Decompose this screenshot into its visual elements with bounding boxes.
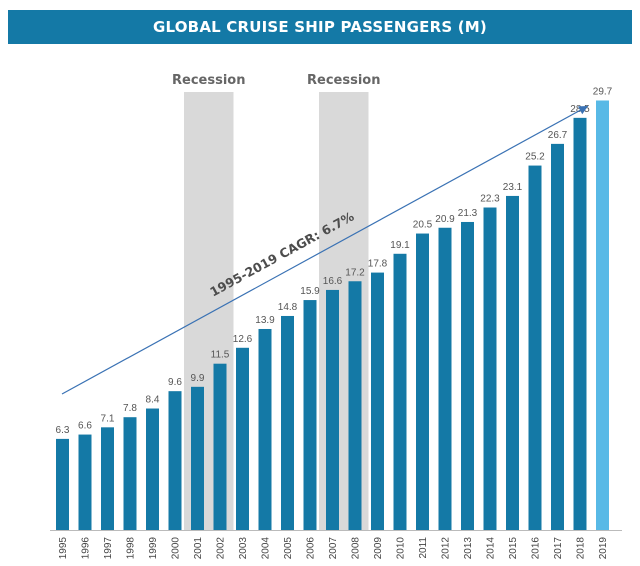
x-tick-label: 2015 [508,537,519,560]
bar [438,227,452,530]
x-tick-label: 2019 [598,537,609,560]
bar [168,391,182,530]
bar [348,281,362,530]
x-tick-label: 2013 [463,537,474,560]
x-tick-label: 2005 [283,537,294,560]
x-tick-label: 2007 [328,537,339,560]
x-tick-label: 2014 [486,537,497,560]
trend-arrow-head [577,106,588,115]
bar [191,386,204,530]
data-label: 14.8 [278,302,298,313]
data-label: 16.6 [323,276,343,287]
data-label: 13.9 [255,315,275,326]
data-label: 19.1 [390,240,410,251]
x-tick-label: 2010 [396,537,407,560]
recession-label: Recession [172,73,245,88]
data-label: 6.3 [56,425,70,436]
chart-title-bar: GLOBAL CRUISE SHIP PASSENGERS (M) [8,10,632,44]
x-tick-label: 1997 [103,537,114,560]
data-label: 22.3 [480,194,500,205]
x-tick-label: 2017 [553,537,564,560]
bar [213,363,227,530]
bar [596,100,609,530]
bar [416,233,429,531]
data-label: 21.3 [458,208,478,219]
data-label: 12.6 [233,334,253,345]
data-label: 25.2 [525,152,545,163]
data-label: 11.5 [211,350,230,361]
trend-arrow-line [61,105,589,395]
bar [78,434,92,530]
bar [258,328,272,530]
bar [528,165,542,531]
data-label: 15.9 [300,286,320,297]
x-tick-label: 2016 [531,537,542,560]
bar [146,408,159,530]
bar [123,417,137,530]
x-tick-label: 2006 [306,537,317,560]
data-label: 7.1 [101,413,115,424]
x-tick-label: 1998 [126,537,137,560]
x-tick-label: 2002 [216,537,227,560]
bar [483,207,497,530]
data-label: 20.5 [413,220,433,231]
recession-label: Recession [307,73,380,88]
x-tick-label: 2003 [238,537,249,560]
data-label: 20.9 [435,214,455,225]
x-tick-label: 2000 [171,537,182,560]
bar [551,143,564,530]
bar [303,300,317,530]
data-label: 23.1 [503,182,523,193]
x-tick-label: 1999 [148,537,159,560]
x-tick-label: 2009 [373,537,384,560]
x-tick-label: 2004 [261,537,272,560]
bar-series [56,100,609,531]
data-labels: 6.3 6.6 7.1 7.8 8.4 9.6 9.9 11.512.613.914.815.… [56,86,613,435]
data-label: 17.8 [368,259,388,270]
data-label: 7.8 [123,403,137,414]
data-label: 9.9 [191,373,205,384]
bar [326,289,339,530]
x-tick-label: 2008 [351,537,362,560]
bar [101,427,114,530]
x-tick-label: 1996 [81,537,92,560]
data-label: 29.7 [593,86,613,97]
bar [393,253,407,531]
bar [371,272,384,530]
data-label: 8.4 [146,395,160,406]
bar [506,195,519,530]
bar [56,438,69,530]
bar [281,315,294,530]
data-label: 6.6 [78,421,92,432]
bar [573,117,587,530]
x-tick-label: 2001 [193,537,204,560]
chart-title: GLOBAL CRUISE SHIP PASSENGERS (M) [153,18,487,36]
data-label: 9.6 [168,377,182,388]
bar [236,347,249,530]
x-tick-label: 2012 [441,537,452,560]
data-label: 17.2 [345,267,365,278]
x-tick-label: 1995 [58,537,69,560]
x-tick-label: 2018 [576,537,587,560]
x-tick-label: 2011 [418,537,429,559]
data-label: 26.7 [548,130,568,141]
x-axis: 1995 1996 1997 1998 1999 2000 2001 2002 2003 2004… [50,530,622,560]
bar [461,221,474,530]
